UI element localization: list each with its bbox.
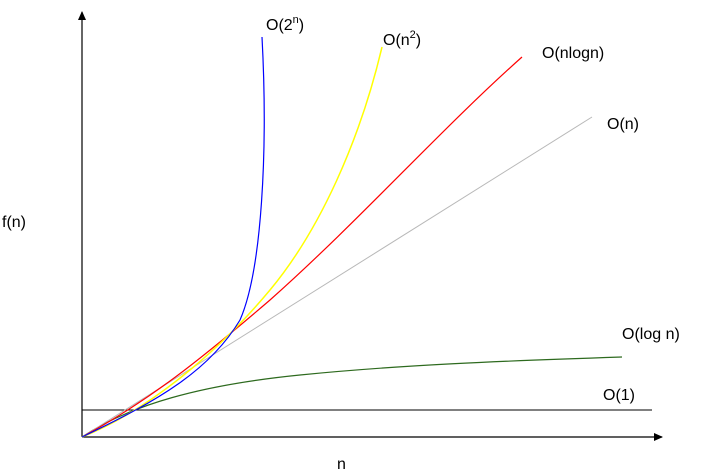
curve-onlogn: [81, 56, 523, 438]
x-axis-label: n: [337, 456, 346, 473]
label-o2n: O(2n): [266, 14, 304, 34]
label-ologn: O(log n): [622, 326, 680, 343]
curve-ologn: [81, 356, 623, 438]
curve-on2: [81, 46, 383, 438]
label-on: O(n): [607, 116, 639, 133]
label-on2: O(n2): [383, 29, 421, 49]
label-onlogn: O(nlogn): [542, 45, 604, 62]
curve-o2n: [81, 36, 265, 438]
y-axis-label: f(n): [2, 214, 26, 231]
label-o1: O(1): [603, 387, 635, 404]
